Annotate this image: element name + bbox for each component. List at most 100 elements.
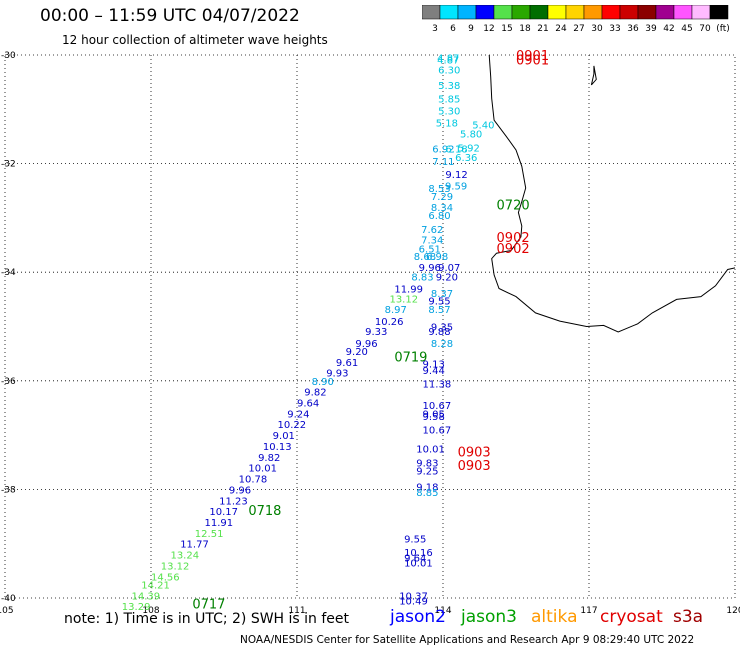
- pass-time-label: 0901: [516, 53, 549, 68]
- wave-height-value: 4.87: [437, 54, 459, 65]
- wave-height-value: 9.20: [436, 273, 458, 284]
- latitude-label: -30: [1, 51, 16, 61]
- wave-height-value: 8.97: [385, 305, 407, 316]
- satellite-altika: altika: [531, 607, 578, 627]
- wave-height-value: 11.38: [423, 380, 452, 391]
- wave-height-value: 6.92: [432, 144, 454, 155]
- latitude-label: -34: [1, 268, 16, 278]
- wave-height-value: 8.83: [411, 273, 433, 284]
- wave-height-value: 10.01: [248, 464, 277, 475]
- colorbar-swatch: [709, 5, 729, 20]
- wave-height-value: 8.28: [431, 339, 453, 350]
- wave-height-value: 9.93: [326, 369, 348, 380]
- axis-labels: -30 -32 -34 -36 -38 -40 105 108 111 114 117 120: [0, 51, 740, 616]
- pass-time-label: 0901: [516, 49, 549, 64]
- colorbar-label: 30: [591, 24, 603, 34]
- wave-height-value: 8.57: [428, 305, 450, 316]
- wave-height-value: 8.85: [416, 488, 438, 499]
- latitude-label: -40: [1, 594, 16, 604]
- wave-height-value: 9.55: [404, 534, 426, 545]
- wave-height-value: 9.13: [423, 359, 445, 370]
- wave-height-value: 10.67: [423, 401, 452, 412]
- units-note: note: 1) Time is in UTC; 2) SWH is in fe…: [64, 611, 350, 627]
- wave-height-value: 9.24: [287, 409, 309, 420]
- wave-height-value: 9.44: [423, 366, 445, 377]
- wave-height-value: 5.30: [438, 106, 460, 117]
- wave-height-value: 10.26: [375, 317, 404, 328]
- colorbar-label: 24: [555, 24, 567, 34]
- colorbar-label: 12: [483, 24, 494, 34]
- wave-height-value: 10.17: [209, 507, 238, 518]
- wave-height-value: 14.39: [132, 591, 161, 602]
- pass-time-label: 0720: [497, 198, 530, 213]
- wave-height-value: 8.68: [414, 252, 436, 263]
- wave-height-value: 7.62: [421, 225, 443, 236]
- wave-height-value: 6.80: [428, 211, 450, 222]
- longitude-label: 114: [434, 606, 451, 616]
- wave-height-value: 9.64: [297, 399, 319, 410]
- colorbar-label: 42: [663, 24, 674, 34]
- wave-height-value: 9.96: [229, 485, 251, 496]
- latitude-label: -32: [1, 160, 16, 170]
- wave-height-value: 13.29: [122, 602, 151, 613]
- colorbar-label: 33: [609, 24, 620, 34]
- wave-height-value: 5.38: [438, 81, 460, 92]
- colorbar-label: 15: [501, 24, 512, 34]
- wave-height-value: 5.92: [458, 143, 480, 154]
- wave-height-value: 9.07: [438, 263, 460, 274]
- wave-height-value: 13.24: [170, 551, 199, 562]
- wave-height-value: 7.34: [421, 236, 443, 247]
- wave-height-value: 10.22: [278, 420, 307, 431]
- wave-height-value: 13.12: [389, 294, 418, 305]
- wave-height-value: 9.35: [431, 323, 453, 334]
- colorbar-label: 9: [468, 24, 474, 34]
- wave-height-value: 9.83: [416, 458, 438, 469]
- pass-time-label: 0902: [497, 242, 530, 257]
- wave-height-value: 9.64: [404, 553, 426, 564]
- longitude-label: 120: [726, 606, 740, 616]
- colorbar-label: (ft): [716, 24, 730, 34]
- colorbar-label: 21: [537, 24, 548, 34]
- satellite-s3a: s3a: [673, 607, 704, 627]
- longitude-label: 111: [288, 606, 305, 616]
- pass-time-label: 0718: [248, 504, 281, 519]
- pass-time-label: 0903: [458, 445, 491, 460]
- wave-height-value: 6.36: [455, 153, 477, 164]
- wave-height-value: 11.91: [205, 518, 234, 529]
- pass-time-label: 0719: [394, 350, 427, 365]
- wave-height-value: 10.16: [404, 548, 433, 559]
- satellite-jason2: jason2: [390, 607, 446, 627]
- satellite-jason3: jason3: [461, 607, 517, 627]
- wave-height-value: 5.18: [436, 118, 458, 129]
- wave-height-value: 9.88: [428, 327, 450, 338]
- longitude-label: 117: [580, 606, 597, 616]
- wave-height-value: 9.59: [445, 181, 467, 192]
- wave-height-value: 12.51: [195, 529, 224, 540]
- wave-height-value: 5.40: [472, 121, 494, 132]
- wave-height-value: 6.18: [445, 144, 467, 155]
- wave-height-value: 10.01: [404, 559, 433, 570]
- wave-height-value: 14.21: [141, 580, 170, 591]
- wave-height-value: 10.78: [239, 475, 268, 486]
- footer-credit: NOAA/NESDIS Center for Satellite Applica…: [240, 634, 695, 646]
- wave-height-value: 4.87: [437, 55, 459, 66]
- colorbar-label: 39: [645, 24, 657, 34]
- wave-height-value: 6.51: [419, 244, 441, 255]
- wave-height-value: 11.99: [394, 284, 423, 295]
- wave-height-value: 9.05: [423, 409, 445, 420]
- wave-height-value: 11.23: [219, 496, 248, 507]
- wave-height-value: 9.20: [346, 347, 368, 358]
- wave-height-value: 9.82: [258, 453, 280, 464]
- wave-height-value: 9.12: [445, 170, 467, 181]
- wave-height-value: 8.37: [431, 289, 453, 300]
- color-legend: 3 6 9 12 15 18 21 24 27 30 33 36 39 42 45 70 (ft): [422, 5, 730, 34]
- wave-height-value: 5.80: [460, 130, 482, 141]
- longitude-label: 105: [0, 606, 14, 616]
- satellite-cryosat: cryosat: [600, 607, 663, 627]
- colorbar-label: 3: [432, 24, 438, 34]
- wave-height-value: 14.56: [151, 572, 180, 583]
- pass-time-label: 0717: [192, 597, 225, 612]
- latitude-label: -38: [1, 485, 16, 495]
- wave-height-value: 8.90: [312, 377, 334, 388]
